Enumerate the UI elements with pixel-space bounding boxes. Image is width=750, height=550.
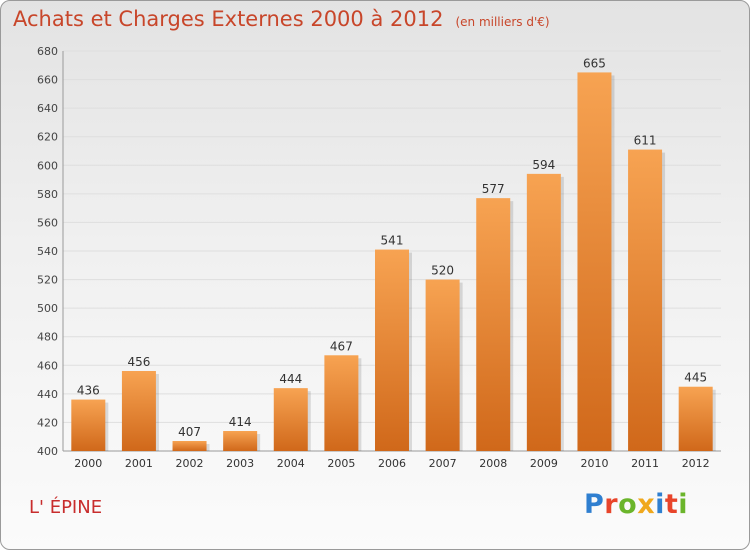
commune-name: L' ÉPINE xyxy=(29,497,103,518)
data-label: 414 xyxy=(229,415,252,429)
logo-letter: x xyxy=(637,489,656,520)
bar-2007 xyxy=(425,279,460,451)
data-label: 541 xyxy=(381,234,404,248)
bar-2004 xyxy=(273,388,308,451)
y-tick-label: 400 xyxy=(37,445,58,458)
data-label: 436 xyxy=(77,384,100,398)
x-tick-label: 2011 xyxy=(631,457,659,470)
proxiti-logo: Proxiti xyxy=(584,489,688,520)
data-label: 577 xyxy=(482,182,505,196)
logo-letter: i xyxy=(678,489,689,520)
logo-letter: r xyxy=(604,489,619,520)
bar-2001 xyxy=(121,371,156,451)
bar-2000 xyxy=(71,399,106,451)
bar-2012 xyxy=(678,386,713,451)
x-tick-label: 2001 xyxy=(125,457,153,470)
logo-letter: t xyxy=(664,489,679,520)
chart-title-text: Achats et Charges Externes 2000 à 2012 xyxy=(13,7,444,31)
data-label: 445 xyxy=(684,371,707,385)
data-label: 611 xyxy=(634,134,657,148)
x-tick-label: 2006 xyxy=(378,457,406,470)
x-tick-label: 2000 xyxy=(74,457,102,470)
bars xyxy=(71,72,716,452)
data-label: 467 xyxy=(330,339,353,353)
x-tick-label: 2003 xyxy=(226,457,254,470)
y-tick-label: 540 xyxy=(37,245,58,258)
y-tick-label: 440 xyxy=(37,388,58,401)
y-tick-label: 500 xyxy=(37,302,58,315)
x-tick-label: 2002 xyxy=(176,457,204,470)
data-label: 407 xyxy=(178,425,201,439)
y-tick-label: 620 xyxy=(37,131,58,144)
bar-2008 xyxy=(476,198,511,451)
bar-2010 xyxy=(577,72,612,451)
x-tick-label: 2007 xyxy=(429,457,457,470)
chart-unit: (en milliers d'€) xyxy=(455,15,550,29)
data-label: 665 xyxy=(583,56,606,70)
y-tick-label: 660 xyxy=(37,74,58,87)
data-label: 456 xyxy=(127,355,150,369)
x-tick-label: 2008 xyxy=(479,457,507,470)
bar-2003 xyxy=(223,431,258,451)
y-tick-label: 640 xyxy=(37,102,58,115)
bar-2002 xyxy=(172,441,207,451)
x-tick-label: 2009 xyxy=(530,457,558,470)
y-tick-label: 520 xyxy=(37,274,58,287)
y-tick-label: 600 xyxy=(37,159,58,172)
data-label: 594 xyxy=(532,158,555,172)
bar-2011 xyxy=(628,149,663,452)
y-tick-label: 420 xyxy=(37,416,58,429)
data-label: 444 xyxy=(279,372,302,386)
bar-2006 xyxy=(375,249,409,451)
tick-labels: 400 420 440 460 480 500 520 540 560 580 600 620 640 6… xyxy=(37,45,710,470)
x-tick-label: 2005 xyxy=(327,457,355,470)
x-tick-label: 2010 xyxy=(580,457,608,470)
x-tick-label: 2004 xyxy=(277,457,305,470)
x-tick-label: 2012 xyxy=(682,457,710,470)
bar-2009 xyxy=(526,173,561,451)
y-tick-label: 680 xyxy=(37,45,58,58)
bar-2005 xyxy=(324,355,359,451)
y-tick-label: 580 xyxy=(37,188,58,201)
data-label: 520 xyxy=(431,264,454,278)
y-tick-label: 560 xyxy=(37,216,58,229)
chart-title: Achats et Charges Externes 2000 à 2012 (e… xyxy=(13,7,550,31)
logo-letter: o xyxy=(618,489,638,520)
logo-letter: i xyxy=(655,489,665,520)
y-tick-label: 480 xyxy=(37,331,58,344)
y-tick-label: 460 xyxy=(37,359,58,372)
logo-letter: P xyxy=(584,489,605,520)
